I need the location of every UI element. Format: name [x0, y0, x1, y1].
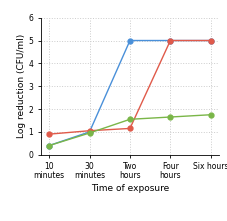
Line: Aquasoft: Aquasoft — [47, 38, 212, 137]
Aquasoft — [209, 39, 211, 42]
Biotrue — [88, 131, 91, 133]
Line: Biotrue: Biotrue — [47, 38, 212, 148]
Y-axis label: Log reduction (CFU/ml): Log reduction (CFU/ml) — [17, 34, 26, 138]
Biotrue — [128, 39, 131, 42]
Line: Opti-Free Replenish: Opti-Free Replenish — [47, 112, 212, 148]
Biotrue — [209, 39, 211, 42]
Aquasoft — [128, 127, 131, 130]
Biotrue — [47, 144, 50, 147]
Opti-Free Replenish — [88, 132, 91, 134]
Opti-Free Replenish — [168, 116, 171, 118]
Biotrue — [168, 39, 171, 42]
X-axis label: Time of exposure: Time of exposure — [90, 184, 168, 193]
Aquasoft — [88, 129, 91, 132]
Aquasoft — [47, 133, 50, 135]
Opti-Free Replenish — [47, 144, 50, 147]
Opti-Free Replenish — [128, 118, 131, 121]
Aquasoft — [168, 39, 171, 42]
Opti-Free Replenish — [209, 113, 211, 116]
